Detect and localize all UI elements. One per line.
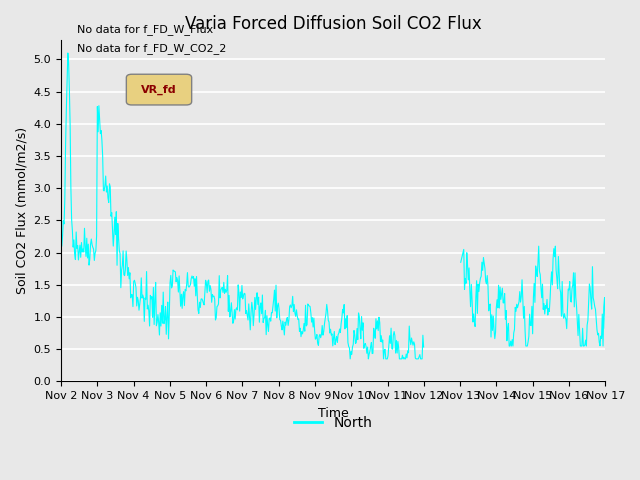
- Title: Varia Forced Diffusion Soil CO2 Flux: Varia Forced Diffusion Soil CO2 Flux: [185, 15, 481, 33]
- Text: VR_fd: VR_fd: [141, 84, 177, 95]
- Text: No data for f_FD_W_CO2_2: No data for f_FD_W_CO2_2: [77, 43, 226, 54]
- FancyBboxPatch shape: [126, 74, 191, 105]
- Text: No data for f_FD_W_Flux: No data for f_FD_W_Flux: [77, 24, 213, 35]
- Legend: North: North: [289, 411, 378, 436]
- X-axis label: Time: Time: [318, 407, 349, 420]
- Y-axis label: Soil CO2 Flux (mmol/m2/s): Soil CO2 Flux (mmol/m2/s): [15, 127, 28, 294]
